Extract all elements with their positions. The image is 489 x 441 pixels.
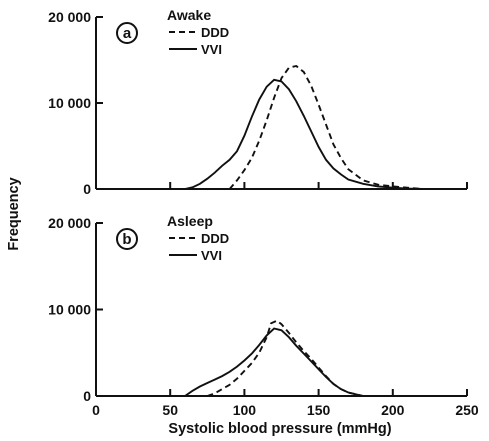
series-line-ddd [206, 319, 364, 397]
panel-letter-circle [116, 22, 138, 44]
panel-title: Asleep [167, 213, 213, 229]
legend-label: VVI [201, 42, 222, 57]
x-tick-label: 100 [233, 402, 257, 418]
x-tick-label: 150 [307, 402, 331, 418]
y-axis-title: Frequency [6, 177, 22, 250]
x-tick-label: 250 [455, 402, 479, 418]
y-tick-label: 0 [83, 181, 91, 197]
panel-letter: b [122, 231, 131, 248]
x-tick-label: 50 [162, 402, 178, 418]
legend-label: DDD [201, 231, 229, 246]
legend-label: DDD [201, 25, 229, 40]
y-tick-label: 0 [83, 388, 91, 404]
y-tick-label: 10 000 [48, 95, 91, 111]
panel-title: Awake [167, 7, 211, 23]
panel-a: 0 10 000 20 000 a Awake DDD VVI [48, 7, 468, 197]
x-tick-label: 0 [92, 402, 100, 418]
y-tick-label: 20 000 [48, 215, 91, 231]
legend-label: VVI [201, 248, 222, 263]
series-line-ddd [228, 64, 423, 190]
panel-letter: a [123, 25, 132, 42]
panel-letter-circle [116, 228, 138, 250]
x-axis: 0 50 100 150 200 250 [92, 402, 479, 418]
series-line-vvi [184, 327, 364, 397]
x-tick-label: 200 [381, 402, 405, 418]
panel-b: 0 10 000 20 000 b Asleep DDD VVI [48, 213, 468, 404]
x-axis-title: Systolic blood pressure (mmHg) [168, 421, 391, 437]
y-tick-label: 20 000 [48, 9, 91, 25]
series-line-vvi [184, 78, 423, 190]
y-tick-label: 10 000 [48, 302, 91, 318]
